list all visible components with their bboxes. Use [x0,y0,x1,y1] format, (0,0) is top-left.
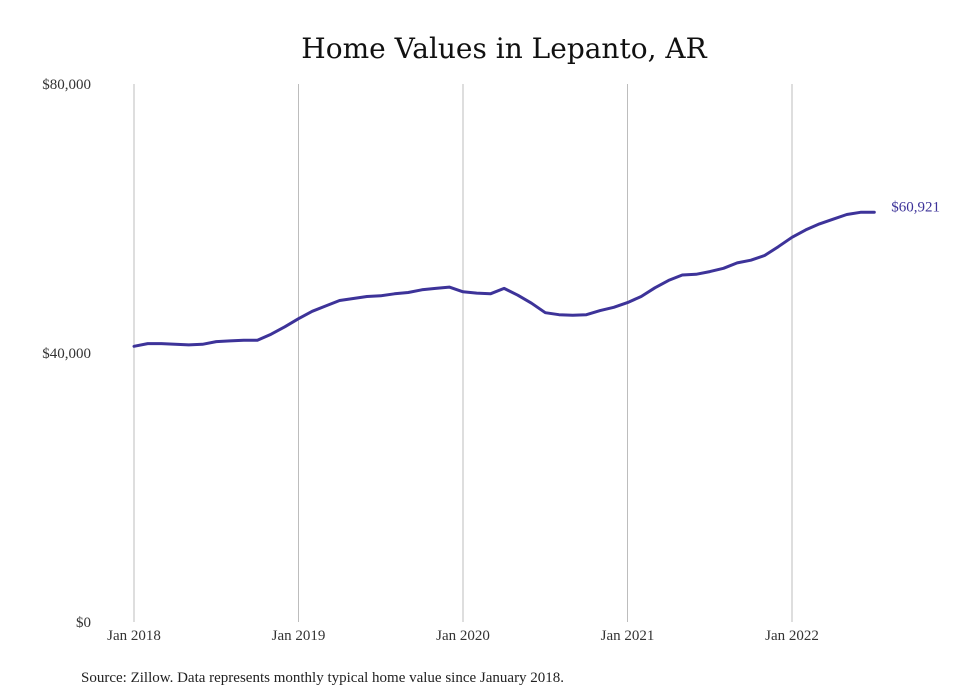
chart-title: Home Values in Lepanto, AR [301,32,707,65]
x-axis-ticks: Jan 2018 Jan 2019 Jan 2020 Jan 2021 Jan 2022 [107,628,819,644]
series-line [132,210,876,348]
end-value-label: $60,921 [891,199,940,215]
source-note: Source: Zillow. Data represents monthly … [81,670,564,686]
x-tick-label: Jan 2022 [765,628,819,644]
y-tick-label: $40,000 [42,346,91,362]
series-layer: $60,921 [132,199,940,348]
gridlines [133,84,793,622]
y-axis-ticks: $0 $40,000 $80,000 [42,77,91,631]
x-tick-label: Jan 2021 [601,628,655,644]
y-tick-label: $80,000 [42,77,91,93]
x-tick-label: Jan 2020 [436,628,490,644]
x-tick-label: Jan 2018 [107,628,161,644]
x-tick-label: Jan 2019 [272,628,326,644]
y-tick-label: $0 [76,615,91,631]
